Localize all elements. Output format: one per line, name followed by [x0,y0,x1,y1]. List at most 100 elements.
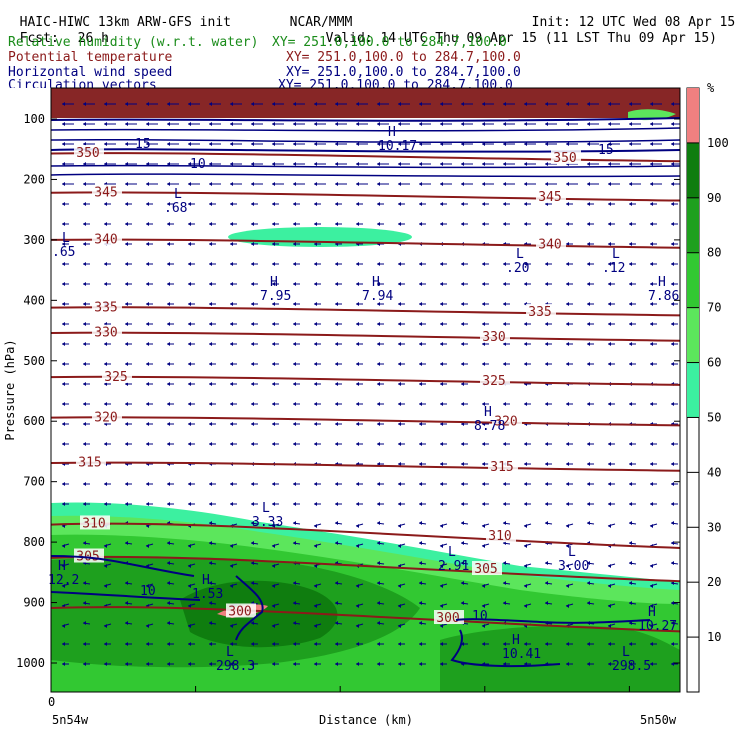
vector-head [650,202,653,206]
vector-head [482,642,485,646]
vector-head [398,662,401,666]
theta-label-bg [76,454,106,469]
vector-head [209,362,212,366]
vector-head [587,342,590,346]
vector-head [650,662,653,666]
extremum-type: H [372,275,380,290]
vector-head [62,262,65,266]
vector-head [83,581,86,585]
vector-head [524,222,527,226]
vector-head [125,482,128,486]
vector-head [440,222,443,226]
vector-head [251,302,254,306]
vector-head [524,322,527,326]
vector-head [650,402,653,406]
vector-head [251,402,254,406]
vector-head [629,162,632,166]
vector-head [83,102,86,106]
vector-head [461,342,464,346]
vector-head [398,442,401,446]
vector-head [419,282,422,286]
vector-head [461,222,464,226]
vector-head [419,462,422,466]
vector-head [125,142,128,146]
vector-head [671,362,674,366]
vector-head [251,342,254,346]
theta-label: 335 [94,300,117,315]
vector-head [293,621,296,625]
extremum-value: 1.53 [192,587,223,602]
vector-head [671,262,674,266]
vector-head [356,402,359,406]
vector-head [188,482,191,486]
vector-head [314,422,317,426]
vector-head [398,142,401,146]
extremum-value: 2.91 [438,559,469,574]
vector-head [272,102,275,106]
theta-label-bg [492,413,522,428]
vector-head [524,502,527,506]
vector-head [440,422,443,426]
vector-head [587,561,590,565]
wind-contour-label: 10 [190,157,206,172]
vector-head [503,402,506,406]
vector-head [545,102,548,106]
vector-head [440,442,443,446]
vector-head [272,624,275,628]
vector-head [440,584,443,588]
vector-head [629,482,632,486]
vector-head [629,541,632,545]
vector-head [566,642,569,646]
vector-head [398,162,401,166]
vector-head [272,142,275,146]
vector-head [251,422,254,426]
vector-head [83,642,86,646]
vector-head [125,242,128,246]
theta-label: 315 [78,456,101,471]
vector-head [461,102,464,106]
vector-head [398,642,401,646]
vector-head [272,122,275,126]
theta-label-bg [92,299,122,314]
vector-head [251,362,254,366]
vector-head [167,642,170,646]
vector-head [167,142,170,146]
vector-head [461,482,464,486]
vector-head [209,302,212,306]
colorbar-tick-label: 70 [707,301,721,315]
vector-head [146,122,149,126]
vector-head [356,624,359,628]
vector-head [482,102,485,106]
vector-head [125,422,128,426]
vector-head [62,282,65,286]
vector-head [335,422,338,426]
vector-head [83,541,86,545]
theta-label-bg [226,603,256,618]
vector-head [209,642,212,646]
extremum-marker: L.65 [52,231,75,260]
vector-head [209,242,212,246]
theta-label-bg [480,328,510,343]
vector-head [167,561,170,565]
vector-head [587,142,590,146]
vector-head [62,202,65,206]
vector-head [629,442,632,446]
vector-head [440,624,443,628]
vector-head [650,162,653,166]
vector-head [671,282,674,286]
vector-head [272,482,275,486]
vector-head [671,162,674,166]
vector-head [314,262,317,266]
vector-head [545,222,548,226]
vector-head [62,624,65,628]
wind-contour-label: 10 [472,609,488,624]
vector-head [146,142,149,146]
vector-head [524,142,527,146]
vector-head [398,122,401,126]
vector-head [314,342,317,346]
vector-head [545,482,548,486]
legend-rh: Relative humidity (w.r.t. water) [8,35,259,50]
vector-head [356,102,359,106]
vector-head [251,322,254,326]
vector-head [524,182,527,186]
